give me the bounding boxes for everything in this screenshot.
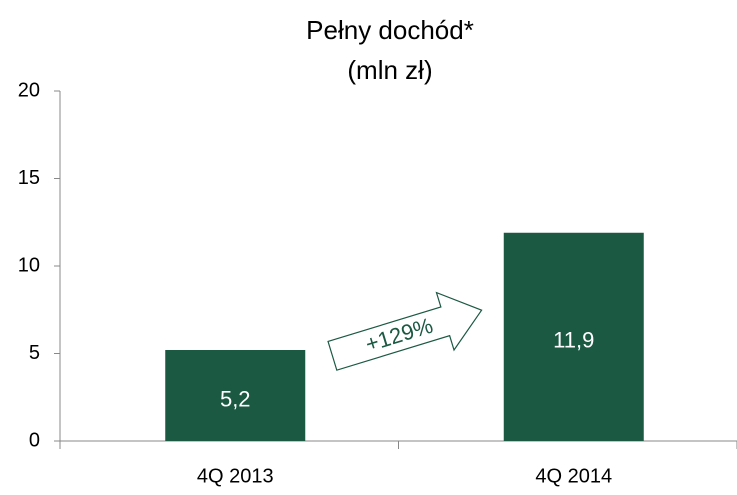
arrow-shape — [327, 291, 483, 371]
y-tick-label: 10 — [18, 254, 40, 276]
chart-subtitle: (mln zł) — [347, 55, 432, 85]
y-tick-label: 5 — [29, 342, 40, 364]
chart-title: Pełny dochód* — [306, 15, 474, 45]
growth-arrow: +129% — [327, 291, 483, 371]
value-label: 11,9 — [553, 328, 594, 353]
y-tick-label: 15 — [18, 167, 40, 189]
y-tick-label: 0 — [29, 429, 40, 451]
y-tick-label: 20 — [18, 79, 40, 101]
bar — [503, 232, 644, 441]
value-label: 5,2 — [220, 386, 251, 411]
x-tick-label: 4Q 2013 — [197, 465, 274, 487]
bar — [165, 350, 306, 441]
x-tick-label: 4Q 2014 — [535, 465, 612, 487]
